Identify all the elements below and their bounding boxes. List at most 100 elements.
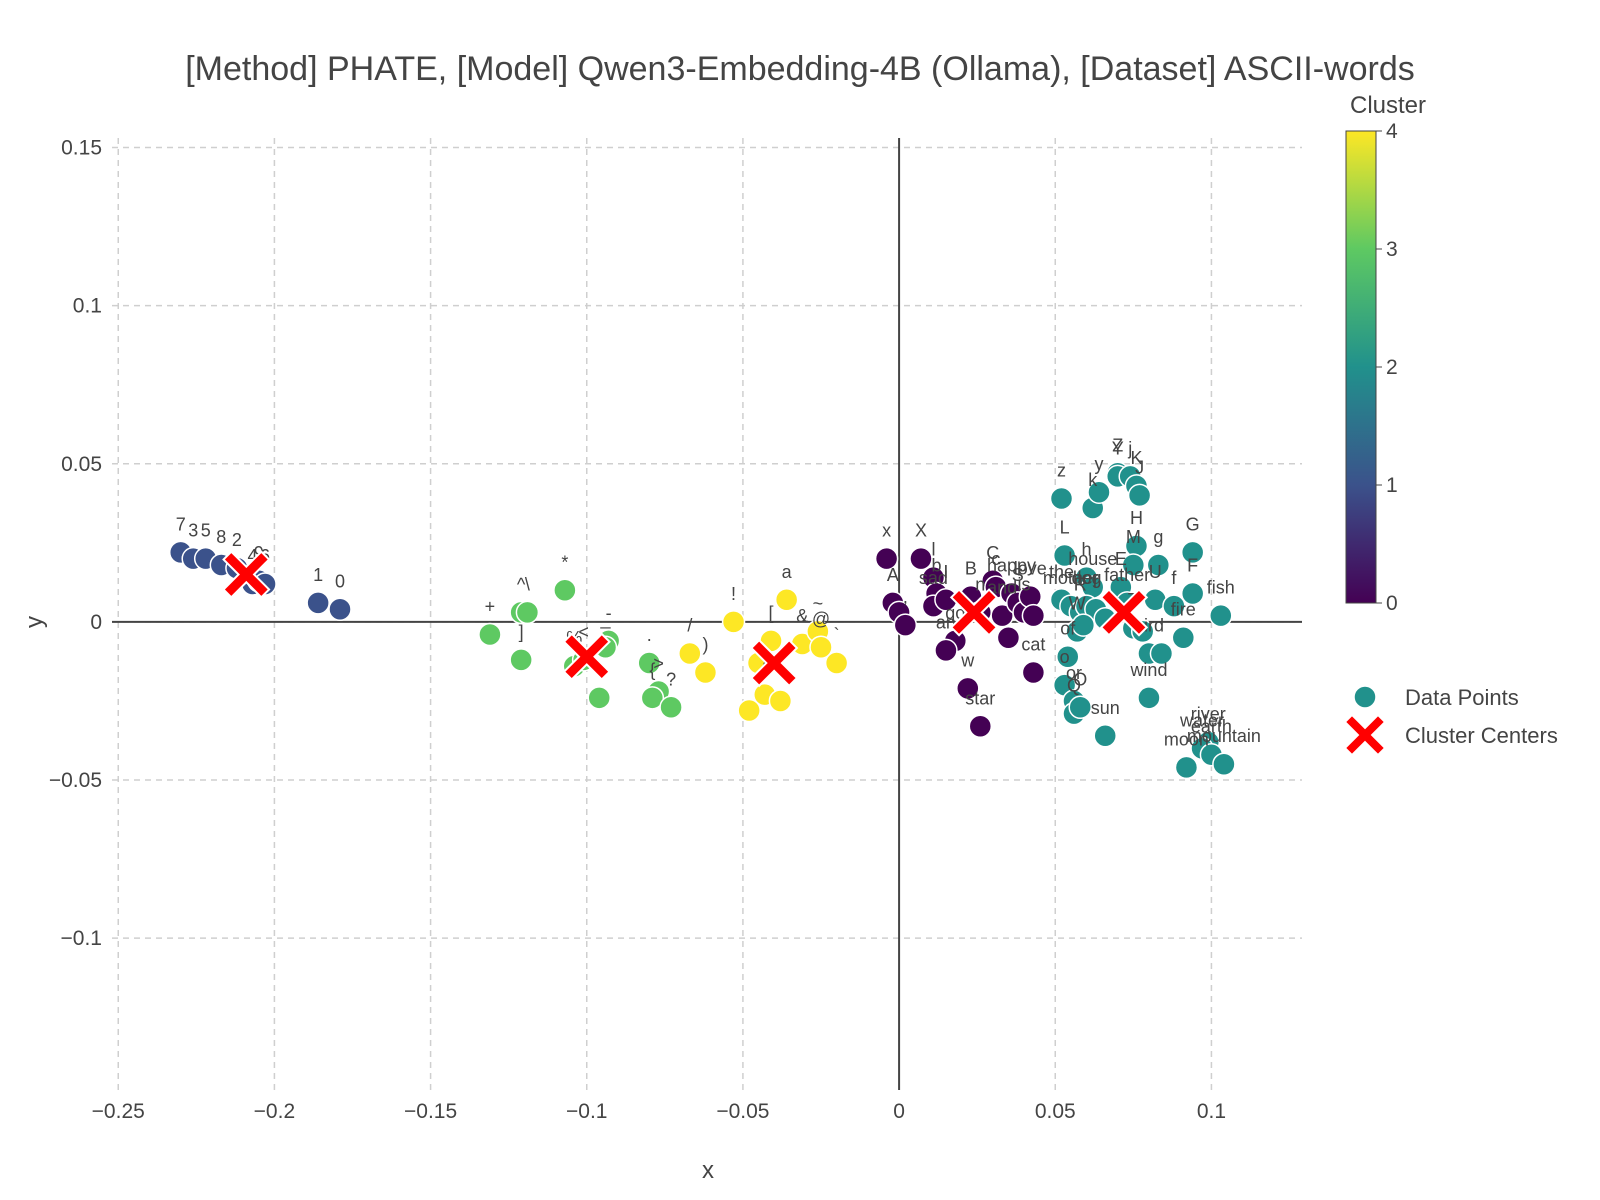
data-point: [640, 686, 665, 710]
x-tick-label: −0.2: [254, 1100, 295, 1123]
data-point-label: R: [1074, 574, 1087, 594]
data-point-label: Z: [1112, 435, 1123, 455]
data-point-label: C: [986, 543, 999, 563]
legend-label-cluster-centers: Cluster Centers: [1405, 723, 1558, 748]
data-point: [1049, 486, 1074, 511]
data-point: [1146, 553, 1171, 577]
data-point-label: .: [647, 625, 652, 645]
x-tick-label: 0.05: [1035, 1100, 1076, 1123]
data-point-label: ?: [666, 669, 676, 689]
data-point-label: mother: [1043, 568, 1099, 588]
colorbar-gradient: [1345, 130, 1377, 604]
colorbar: Cluster 0 1 2 3 4: [1345, 92, 1426, 615]
data-point-label: F: [1187, 555, 1198, 575]
data-point: [874, 546, 899, 571]
data-point-label: and: [987, 578, 1017, 598]
x-axis-label: x: [702, 1157, 714, 1184]
data-point-label: mountain: [1187, 726, 1261, 746]
cluster-center: [752, 641, 796, 685]
data-point-label: ): [702, 635, 708, 655]
data-point: [1137, 686, 1161, 710]
data-point-label: father: [1104, 565, 1150, 585]
data-point-label: {: [649, 660, 655, 680]
colorbar-tick-label: 3: [1386, 238, 1398, 261]
data-point: [1180, 540, 1205, 565]
data-point: [1162, 594, 1186, 618]
data-point-label: U: [1149, 562, 1162, 582]
data-point: [768, 689, 793, 713]
data-point-label: &: [796, 606, 808, 626]
colorbar-ticks: 0 1 2 3 4: [1376, 120, 1398, 615]
data-point-label: f: [1171, 568, 1177, 588]
colorbar-title: Cluster: [1350, 92, 1426, 119]
x-tick-label: −0.05: [716, 1100, 769, 1123]
data-point-label: k: [1088, 470, 1098, 490]
data-point: [306, 591, 330, 615]
data-point: [1127, 483, 1152, 508]
data-point-label: W: [1069, 593, 1086, 613]
data-point-label: river: [1191, 704, 1226, 724]
chart-title: [Method] PHATE, [Model] Qwen3-Embedding-…: [185, 50, 1415, 88]
data-point-label: @: [812, 609, 830, 629]
data-point: [637, 651, 661, 675]
x-tick-label: 0.1: [1197, 1100, 1226, 1123]
data-point-label: 3: [188, 521, 198, 541]
data-point-label: ~: [813, 593, 824, 613]
data-point-label: \: [525, 574, 530, 594]
data-point-label: z: [1057, 461, 1066, 481]
data-point-label: fish: [1207, 578, 1235, 598]
data-point: [478, 622, 502, 647]
data-point-label: *: [561, 552, 568, 572]
data-point: [1052, 543, 1077, 568]
x-tick-label: −0.15: [404, 1100, 457, 1123]
cluster-centers: [222, 550, 1149, 688]
data-point: [678, 641, 702, 666]
data-point-label: A: [887, 565, 899, 585]
data-point-label: w: [960, 650, 975, 670]
data-point-label: Y: [1112, 438, 1124, 458]
data-point-label: ]: [519, 622, 524, 642]
data-point-label: o: [1060, 647, 1070, 667]
data-point-label: r: [1093, 571, 1099, 591]
data-point: [1174, 755, 1199, 780]
y-tick-label: 0: [90, 611, 102, 634]
data-point-label: 0: [335, 571, 345, 591]
data-point: [553, 578, 577, 603]
data-point-label: wind: [1129, 660, 1167, 680]
data-point-label: happy: [987, 555, 1036, 575]
x-tick-labels: −0.25 −0.2 −0.15 −0.1 −0.05 0 0.05 0.1: [92, 1100, 1226, 1123]
colorbar-tick-label: 1: [1386, 474, 1398, 497]
x-tick-label: −0.1: [566, 1100, 607, 1123]
data-point-label: l: [931, 540, 935, 560]
data-point-label: y: [1094, 454, 1103, 474]
data-point-label: a: [782, 562, 793, 582]
data-point-label: 1: [313, 565, 323, 585]
data-point: [1071, 613, 1096, 637]
data-point-label: c: [991, 549, 1000, 569]
data-point-label: `: [834, 625, 840, 645]
data-point-label: B: [965, 559, 977, 579]
data-point-label: of: [1060, 619, 1076, 639]
data-point: [893, 613, 918, 637]
data-point-label: earth: [1191, 717, 1232, 737]
data-point: [1180, 581, 1205, 606]
data-point: [693, 660, 718, 685]
data-point-label: 2: [232, 530, 242, 550]
data-point-label: I: [943, 562, 948, 582]
data-point: [968, 714, 993, 739]
data-point-label: h: [1081, 540, 1091, 560]
data-point-label: or: [1066, 663, 1082, 683]
point-labels: 7358249610+^\]*%<-_.>{?!/)a[(&~@`xA,Xlbs…: [176, 435, 1261, 749]
data-point-label: +: [485, 597, 496, 617]
cluster-center: [224, 553, 268, 596]
data-point: [934, 638, 958, 663]
y-tick-label: −0.1: [61, 927, 102, 950]
colorbar-tick-label: 0: [1386, 592, 1398, 615]
data-point-label: !: [731, 584, 736, 604]
data-point: [956, 676, 980, 701]
data-point: [1087, 480, 1111, 504]
data-point-label: J: [1135, 457, 1144, 477]
data-point-label: 8: [216, 527, 226, 547]
data-point-label: j: [1127, 438, 1132, 458]
